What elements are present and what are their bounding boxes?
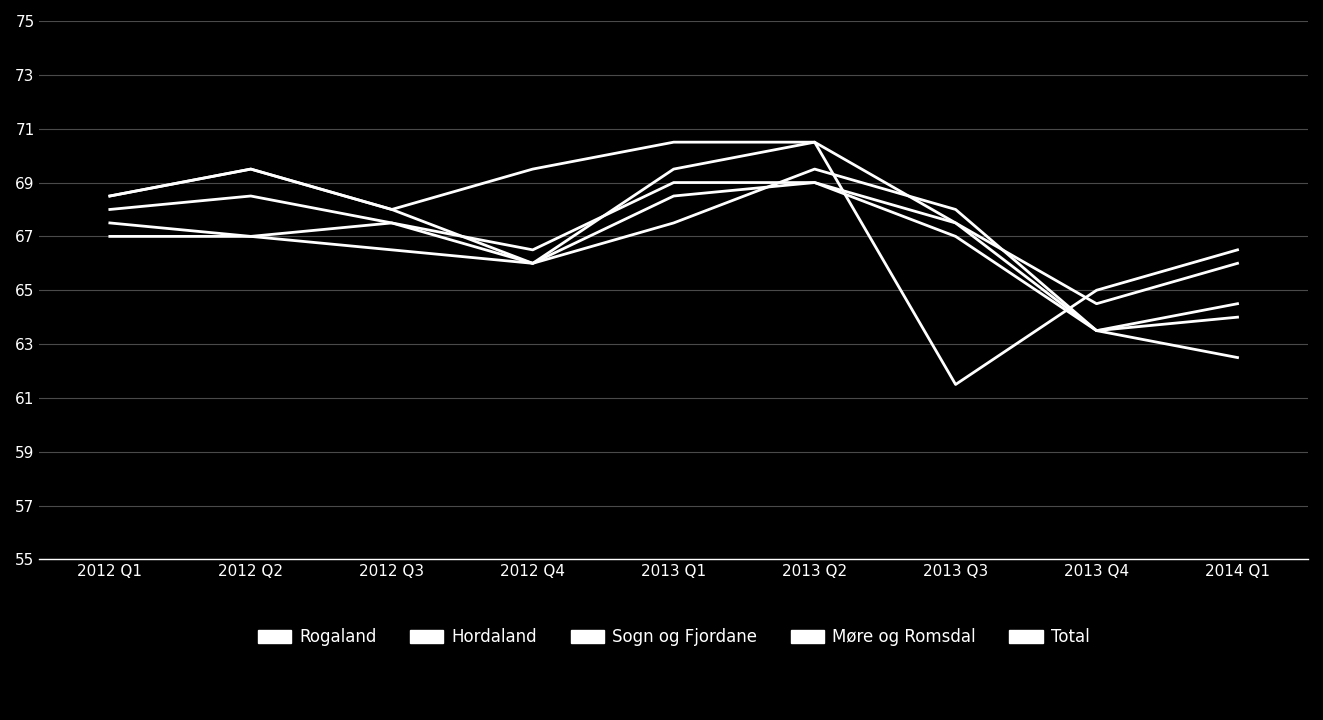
Legend: Rogaland, Hordaland, Sogn og Fjordane, Møre og Romsdal, Total: Rogaland, Hordaland, Sogn og Fjordane, M… [251,621,1097,653]
